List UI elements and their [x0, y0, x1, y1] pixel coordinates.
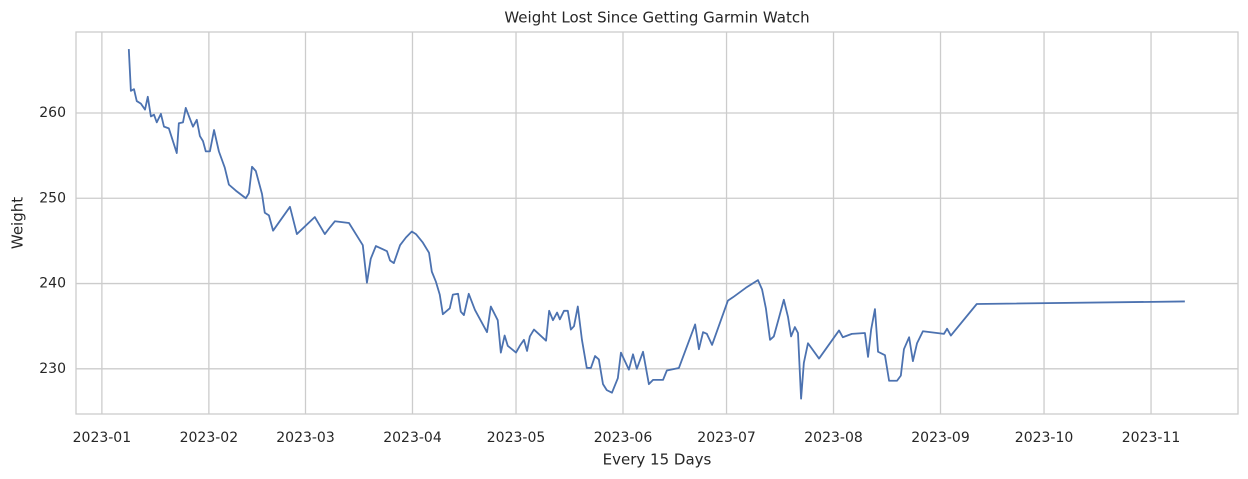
- y-tick-label: 260: [39, 105, 66, 121]
- y-tick-label: 250: [39, 190, 66, 206]
- data-line: [127, 49, 1185, 400]
- x-tick-label: 2023-02: [180, 430, 239, 446]
- x-axis-label: Every 15 Days: [603, 451, 712, 469]
- chart-title: Weight Lost Since Getting Garmin Watch: [504, 9, 809, 27]
- x-tick-label: 2023-07: [697, 430, 756, 446]
- x-tick-label: 2023-01: [73, 430, 132, 446]
- x-tick-label: 2023-10: [1015, 430, 1074, 446]
- x-tick-label: 2023-08: [804, 430, 863, 446]
- plot-frame: [75, 31, 1239, 415]
- x-tick-label: 2023-03: [276, 430, 335, 446]
- x-tick-label: 2023-11: [1122, 430, 1181, 446]
- y-tick-label: 230: [39, 361, 66, 377]
- y-axis-label: Weight: [9, 197, 27, 249]
- x-tick-label: 2023-04: [383, 430, 442, 446]
- y-tick-label: 240: [39, 276, 66, 292]
- x-tick-label: 2023-09: [911, 430, 970, 446]
- x-tick-label: 2023-05: [487, 430, 546, 446]
- x-tick-label: 2023-06: [594, 430, 653, 446]
